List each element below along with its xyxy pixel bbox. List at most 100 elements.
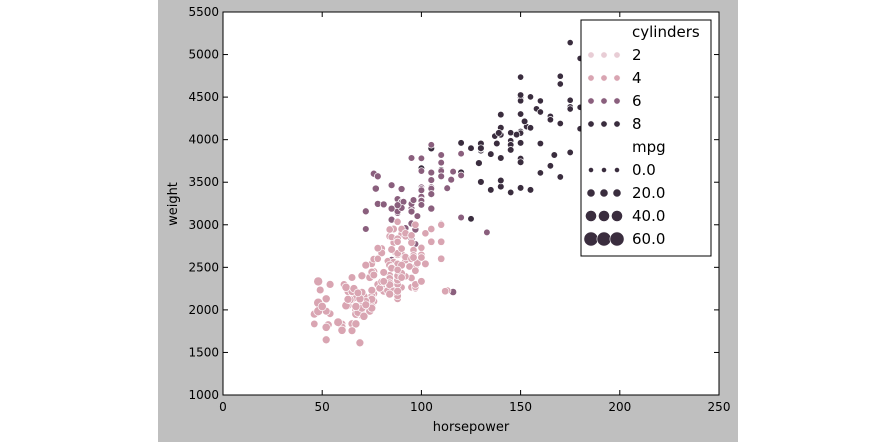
y-tick-label: 3500 — [188, 175, 219, 189]
data-point — [341, 282, 351, 292]
legend-hue-marker — [587, 51, 595, 59]
data-point — [315, 285, 325, 295]
x-axis-label: horsepower — [433, 420, 510, 435]
data-point — [411, 220, 420, 229]
data-point — [397, 273, 406, 282]
legend-hue-marker — [600, 51, 608, 59]
legend-hue-marker — [587, 97, 595, 105]
data-point — [371, 184, 380, 193]
data-point — [407, 207, 416, 216]
y-tick-label: 5500 — [188, 5, 219, 19]
data-point — [516, 110, 525, 118]
data-point — [437, 158, 445, 167]
legend-size-label: 60.0 — [632, 230, 665, 248]
data-point — [373, 244, 382, 253]
legend-size-title: mpg — [632, 138, 666, 156]
data-point — [526, 124, 535, 132]
data-point — [373, 254, 382, 263]
data-point — [407, 154, 416, 162]
data-point — [321, 335, 331, 345]
data-point — [467, 144, 475, 152]
data-point — [417, 243, 426, 252]
data-point — [407, 238, 416, 247]
data-point — [497, 176, 505, 185]
data-point — [550, 151, 558, 159]
data-point — [457, 139, 465, 147]
data-point — [409, 196, 418, 204]
legend-hue-label: 6 — [632, 92, 642, 110]
legend-hue-marker — [613, 120, 621, 128]
data-point — [317, 301, 327, 312]
data-point — [477, 144, 485, 152]
legend-size-marker — [609, 231, 625, 247]
data-point — [507, 188, 515, 197]
legend-size-marker — [614, 167, 620, 173]
data-point — [351, 319, 361, 329]
data-point — [409, 253, 418, 262]
data-point — [421, 229, 430, 238]
data-point — [441, 287, 450, 296]
legend-size-marker — [585, 210, 597, 222]
legend-hue-marker — [613, 51, 621, 59]
data-point — [526, 186, 535, 194]
data-point — [467, 215, 475, 223]
data-point — [357, 271, 367, 281]
x-tick-label: 150 — [509, 400, 532, 414]
legend-size-marker — [611, 210, 623, 222]
data-point — [556, 173, 564, 181]
data-point — [475, 159, 483, 167]
legend-hue-marker — [613, 97, 621, 105]
data-point — [313, 276, 324, 287]
data-point — [516, 158, 525, 166]
legend-hue-marker — [600, 97, 608, 105]
data-point — [449, 167, 457, 176]
plot-frame — [222, 11, 720, 396]
data-point — [457, 150, 465, 158]
data-point — [379, 200, 388, 209]
y-tick-label: 1500 — [188, 345, 219, 359]
data-point — [325, 280, 335, 289]
data-point — [393, 237, 402, 246]
data-point — [536, 169, 544, 177]
data-point — [387, 204, 396, 213]
legend-size-marker — [598, 210, 610, 222]
legend-hue-label: 2 — [632, 46, 642, 64]
data-point — [387, 245, 396, 254]
data-point — [437, 220, 446, 229]
data-point — [373, 172, 382, 181]
data-point — [385, 225, 394, 234]
y-tick-label: 4500 — [188, 90, 219, 104]
data-point — [361, 207, 370, 216]
data-point — [393, 265, 402, 274]
scatter-chart: 0 50 100 150 200 250 1000 1500 2000 2500 3000 3500 4… — [166, 5, 730, 435]
x-tick-label: 0 — [219, 400, 227, 414]
data-point — [516, 91, 525, 99]
data-point — [417, 186, 426, 195]
data-point — [353, 288, 363, 298]
data-point — [355, 338, 365, 348]
data-point — [477, 178, 485, 186]
data-point — [393, 201, 402, 210]
legend: cylinders 2 4 6 8 mpg 0.0 20.0 40.0 60.0 — [580, 19, 712, 257]
y-axis-label: weight — [166, 182, 181, 226]
data-point — [397, 244, 406, 253]
data-point — [427, 141, 435, 149]
data-point — [487, 186, 495, 194]
legend-hue-marker — [587, 74, 595, 82]
data-point — [427, 204, 436, 213]
data-point — [333, 317, 343, 327]
legend-size-marker — [612, 188, 622, 198]
data-point — [556, 119, 564, 128]
data-point — [321, 294, 331, 304]
legend-size-marker — [596, 231, 612, 247]
data-point — [483, 228, 491, 237]
legend-size-marker — [583, 231, 599, 247]
figure: 0 50 100 150 200 250 1000 1500 2000 2500 3000 3500 4… — [158, 0, 738, 442]
data-point — [351, 302, 361, 311]
data-point — [361, 260, 371, 270]
data-point — [417, 201, 426, 209]
data-point — [379, 268, 388, 277]
data-point — [546, 162, 555, 170]
data-point — [421, 259, 430, 269]
legend-size-label: 0.0 — [632, 161, 656, 179]
